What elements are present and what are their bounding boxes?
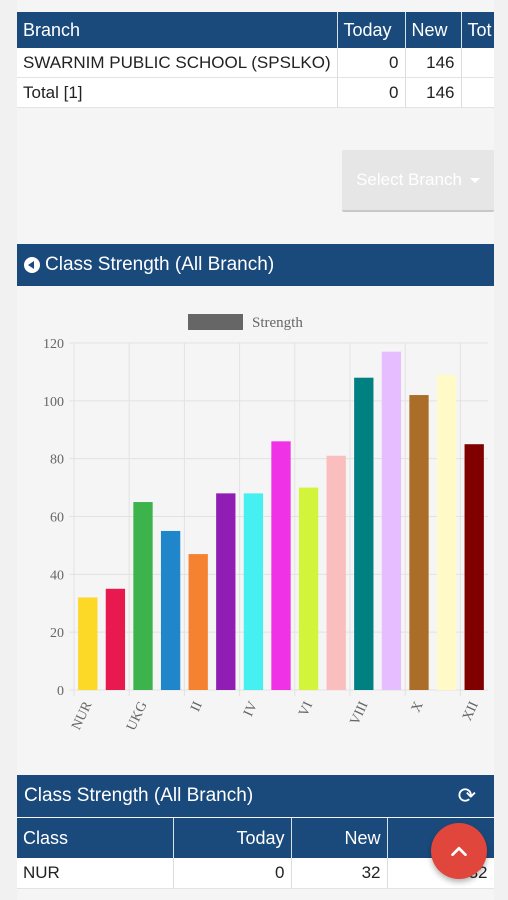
scroll-top-button[interactable] [431,823,487,879]
today-count: 0 [173,858,292,889]
bar-xii [464,444,484,690]
table-row[interactable]: SWARNIM PUBLIC SCHOOL (SPSLKO) 0 146 113 [17,48,494,78]
chart-svg: Strength 0 20 40 60 80 100 120 NUR UKG II IV VI VIII X… [43,314,488,733]
new-count: 146 [405,48,462,78]
legend-label: Strength [252,315,303,331]
table-header-row: Branch Today New Tot [17,12,494,48]
bar-vii [326,455,346,690]
header-branch[interactable]: Branch [17,12,338,48]
bar-ix [381,351,402,690]
class-strength-chart: Strength 0 20 40 60 80 100 120 NUR UKG II IV VI VIII X… [17,286,494,766]
caret-down-icon [469,177,480,183]
header-total[interactable]: Tot [461,12,494,48]
x-tick-label: VI [296,699,316,719]
bar-iv [243,493,264,690]
chevron-up-icon [451,846,467,857]
branch-name: SWARNIM PUBLIC SCHOOL (SPSLKO) [17,48,338,78]
table-panel-title: Class Strength (All Branch) [24,785,254,806]
x-tick-label: XII [460,699,482,723]
bar-x [409,395,429,690]
class-strength-table-header: Class Strength (All Branch) ⟳ [17,775,494,817]
y-tick-label: 100 [43,395,64,410]
bar-xi [436,374,457,690]
select-branch-dropdown[interactable]: Select Branch [342,150,494,212]
bar-i [160,530,181,690]
header-new[interactable]: New [405,12,462,48]
x-tick-label: IV [241,699,261,719]
x-tick-label: X [409,699,427,715]
today-count: 0 [337,48,406,78]
x-tick-label: NUR [69,699,95,733]
total-count: 113 [461,77,494,108]
new-count: 146 [405,77,462,108]
bar-iii [216,493,236,690]
class-strength-table: Class Today New NUR 0 32 32 [17,818,494,889]
circle-arrow-icon[interactable] [24,257,40,273]
header-new[interactable]: New [291,818,388,858]
y-tick-label: 20 [50,626,64,641]
table-row[interactable]: NUR 0 32 32 [17,858,494,889]
branch-summary-table: Branch Today New Tot SWARNIM PUBLIC SCHO… [17,12,494,108]
select-branch-label: Select Branch [356,170,462,189]
y-tick-label: 0 [57,684,64,699]
new-count: 32 [291,858,388,889]
y-tick-label: 60 [50,511,64,526]
class-strength-chart-header[interactable]: Class Strength (All Branch) [17,244,494,286]
bar-nur [78,597,98,690]
bar-v [271,441,291,690]
bar-viii [354,377,374,690]
table-row[interactable]: Total [1] 0 146 113 [17,77,494,108]
refresh-icon[interactable]: ⟳ [457,783,476,808]
table-header-row: Class Today New [17,818,494,858]
x-tick-label: UKG [124,699,150,733]
header-class[interactable]: Class [17,818,174,858]
y-tick-label: 120 [43,337,64,352]
today-count: 0 [337,77,406,108]
x-tick-label: VIII [348,699,372,727]
class-name: NUR [17,858,174,889]
branch-name: Total [1] [17,77,338,108]
chart-panel-title: Class Strength (All Branch) [45,254,275,275]
y-tick-label: 40 [50,568,64,583]
header-today[interactable]: Today [337,12,406,48]
total-count: 113 [461,48,494,78]
bar-vi [298,487,319,690]
bar-lkg [105,588,126,690]
bar-ukg [133,502,153,690]
legend-swatch [188,314,243,330]
y-tick-label: 80 [50,453,64,468]
x-tick-label: II [188,699,206,714]
bar-ii [188,554,208,690]
header-today[interactable]: Today [173,818,292,858]
